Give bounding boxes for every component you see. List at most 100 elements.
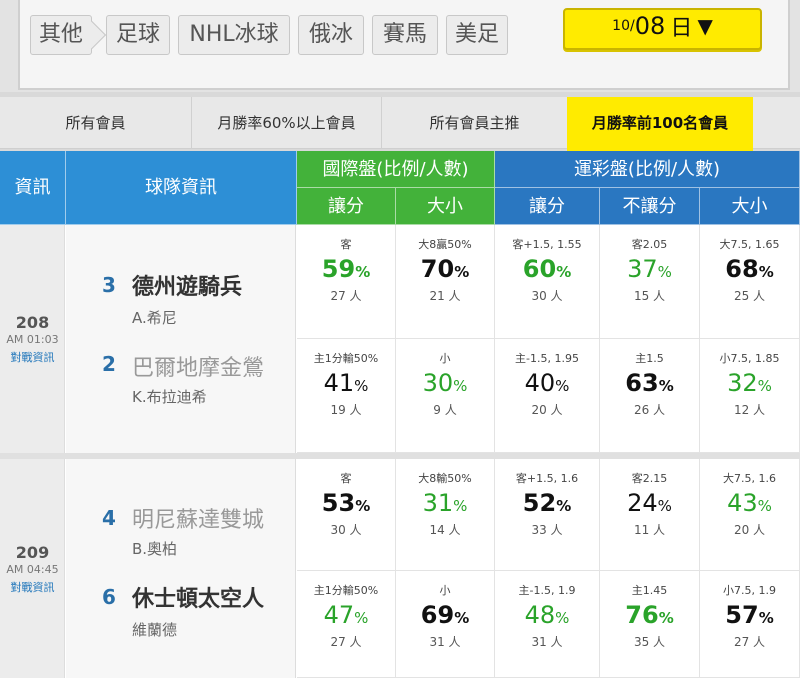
team-info-cell: 4 明尼蘇達雙城 B.奧柏 6 休士頓太空人 維蘭德 — [66, 459, 296, 678]
percent-unit: % — [454, 609, 470, 627]
odds-cell-lottery-spread[interactable]: 主-1.5, 1.95 40% 20 人 — [495, 339, 600, 453]
pick-percentage: 47% — [297, 601, 395, 629]
pick-count: 12 人 — [733, 403, 766, 417]
pick-percentage: 69% — [396, 601, 494, 629]
percent-unit: % — [354, 609, 369, 627]
pick-percentage-value: 48 — [524, 601, 556, 629]
team-pitcher: K.布拉迪希 — [132, 388, 207, 406]
pick-count: 35 人 — [633, 635, 666, 649]
category-tab-horse-racing[interactable]: 賽馬 — [372, 15, 438, 55]
odds-line: 主-1.5, 1.95 — [515, 352, 579, 365]
odds-line: 客2.15 — [631, 472, 668, 485]
pick-percentage: 63% — [600, 369, 699, 397]
odds-line: 主-1.5, 1.9 — [518, 584, 576, 597]
pick-percentage-value: 30 — [422, 369, 454, 397]
odds-cell-lottery-over-under[interactable]: 小7.5, 1.85 32% 12 人 — [700, 339, 800, 453]
pick-percentage-value: 43 — [727, 489, 758, 517]
odds-cell-lottery-spread[interactable]: 客+1.5, 1.6 52% 33 人 — [495, 459, 600, 571]
odds-line: 客+1.5, 1.6 — [515, 472, 579, 485]
percent-unit: % — [757, 377, 772, 395]
odds-cell-lottery-moneyline[interactable]: 主1.45 76% 35 人 — [600, 571, 700, 678]
percent-unit: % — [453, 377, 468, 395]
pick-count: 33 人 — [531, 523, 563, 537]
header-lottery-moneyline: 不讓分 — [600, 188, 700, 225]
odds-cell-lottery-over-under[interactable]: 小7.5, 1.9 57% 27 人 — [700, 571, 800, 678]
odds-cell-intl-over-under[interactable]: 大8贏50% 70% 21 人 — [396, 225, 495, 339]
category-tab-nhl[interactable]: NHL冰球 — [178, 15, 290, 55]
pick-percentage: 60% — [495, 255, 599, 283]
category-tab-other[interactable]: 其他 — [30, 15, 92, 55]
pick-percentage: 70% — [396, 255, 494, 283]
header-info: 資訊 — [0, 151, 66, 225]
team-name[interactable]: 明尼蘇達雙城 — [132, 508, 265, 533]
pick-percentage-value: 24 — [627, 489, 658, 517]
odds-cell-intl-spread[interactable]: 客 53% 30 人 — [297, 459, 396, 571]
game-row: 209 AM 04:45 對戰資訊 4 明尼蘇達雙城 B.奧柏 6 休士頓太空人… — [0, 459, 800, 678]
category-tab-american-football[interactable]: 美足 — [446, 15, 508, 55]
percent-unit: % — [354, 377, 369, 395]
percent-unit: % — [453, 497, 468, 515]
header-intl-spread: 讓分 — [297, 188, 396, 225]
filter-tab-top100[interactable]: 月勝率前100名會員 — [567, 97, 753, 160]
team-pitcher: B.奧柏 — [132, 540, 178, 558]
percent-unit: % — [355, 497, 371, 515]
percent-unit: % — [758, 263, 774, 281]
pick-percentage: 24% — [600, 489, 699, 517]
odds-cell-lottery-moneyline[interactable]: 客2.05 37% 15 人 — [600, 225, 700, 339]
pick-percentage-value: 57 — [725, 601, 759, 629]
matchup-info-link[interactable]: 對戰資訊 — [10, 581, 55, 594]
date-weekday: 日 — [670, 16, 693, 41]
odds-cell-lottery-over-under[interactable]: 大7.5, 1.6 43% 20 人 — [700, 459, 800, 571]
matchup-info-link[interactable]: 對戰資訊 — [10, 351, 55, 364]
odds-cell-intl-spread[interactable]: 主1分輸50% 47% 27 人 — [297, 571, 396, 678]
odds-cell-lottery-moneyline[interactable]: 主1.5 63% 26 人 — [600, 339, 700, 453]
odds-line: 主1分輸50% — [313, 584, 379, 597]
pick-percentage: 32% — [700, 369, 799, 397]
pick-percentage-value: 47 — [323, 601, 355, 629]
odds-cell-lottery-moneyline[interactable]: 客2.15 24% 11 人 — [600, 459, 700, 571]
date-month: 10 — [612, 18, 630, 34]
team-name[interactable]: 德州遊騎兵 — [132, 275, 243, 300]
pick-percentage: 68% — [700, 255, 799, 283]
odds-cell-intl-spread[interactable]: 客 59% 27 人 — [297, 225, 396, 339]
team-pitcher: 維蘭德 — [132, 621, 178, 639]
percent-unit: % — [658, 377, 674, 395]
pick-percentage: 53% — [297, 489, 395, 517]
pick-count: 15 人 — [633, 289, 666, 303]
percent-unit: % — [657, 263, 672, 281]
pick-percentage: 30% — [396, 369, 494, 397]
pick-count: 31 人 — [531, 635, 563, 649]
pick-percentage-value: 32 — [727, 369, 758, 397]
odds-cell-lottery-spread[interactable]: 客+1.5, 1.55 60% 30 人 — [495, 225, 600, 339]
team-rank: 4 — [102, 506, 116, 530]
pick-percentage-value: 68 — [725, 255, 759, 283]
odds-cell-intl-over-under[interactable]: 小 30% 9 人 — [396, 339, 495, 453]
filter-tab-60pct-members[interactable]: 月勝率60%以上會員 — [192, 97, 382, 149]
pick-count: 31 人 — [429, 635, 461, 649]
filter-tab-all-members[interactable]: 所有會員 — [0, 97, 192, 149]
pick-count: 26 人 — [633, 403, 666, 417]
odds-cell-intl-over-under[interactable]: 小 69% 31 人 — [396, 571, 495, 678]
odds-cell-lottery-over-under[interactable]: 大7.5, 1.65 68% 25 人 — [700, 225, 800, 339]
game-info-cell: 208 AM 01:03 對戰資訊 — [0, 225, 65, 453]
pick-percentage-value: 31 — [422, 489, 454, 517]
pick-count: 9 人 — [433, 403, 457, 417]
team-name[interactable]: 休士頓太空人 — [132, 587, 265, 612]
pick-count: 27 人 — [330, 635, 362, 649]
category-tab-soccer[interactable]: 足球 — [106, 15, 170, 55]
odds-line: 主1.5 — [635, 352, 664, 365]
odds-cell-lottery-spread[interactable]: 主-1.5, 1.9 48% 31 人 — [495, 571, 600, 678]
game-time: AM 01:03 — [6, 333, 59, 346]
pick-count: 14 人 — [429, 523, 461, 537]
sport-category-bar: 其他 足球 NHL冰球 俄冰 賽馬 美足 10/08 日 ▼ — [0, 0, 800, 92]
category-tab-russian-hockey[interactable]: 俄冰 — [298, 15, 364, 55]
pick-percentage-value: 60 — [522, 255, 557, 283]
filter-tab-all-picks[interactable]: 所有會員主推 — [429, 114, 520, 132]
team-name[interactable]: 巴爾地摩金鶯 — [132, 356, 265, 381]
date-selector[interactable]: 10/08 日 ▼ — [563, 8, 762, 50]
odds-cell-intl-over-under[interactable]: 大8輸50% 31% 14 人 — [396, 459, 495, 571]
pick-count: 11 人 — [633, 523, 666, 537]
odds-cell-intl-spread[interactable]: 主1分輸50% 41% 19 人 — [297, 339, 396, 453]
pick-percentage-value: 41 — [323, 369, 355, 397]
percent-unit: % — [355, 263, 371, 281]
